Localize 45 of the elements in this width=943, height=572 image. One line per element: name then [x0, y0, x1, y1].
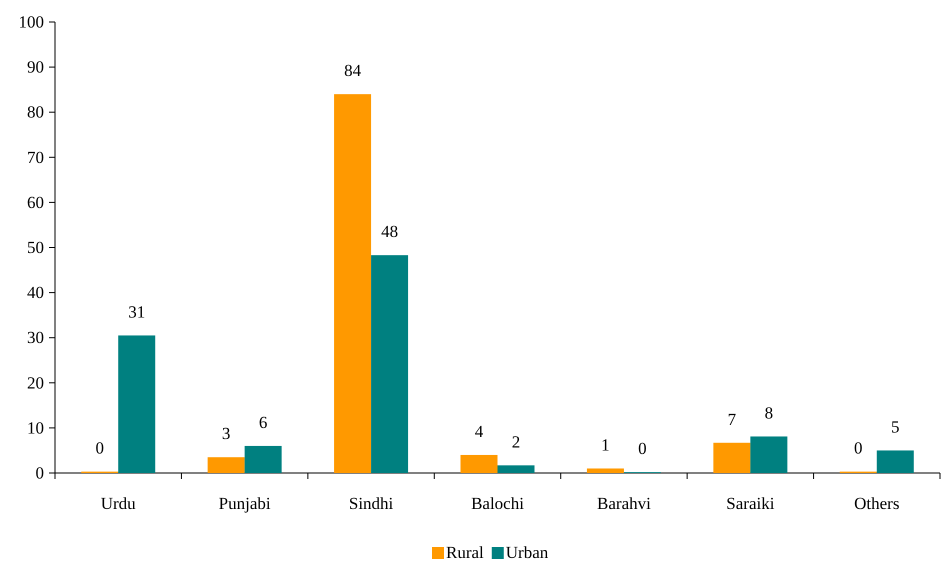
bar	[244, 446, 282, 473]
y-tick-label: 0	[36, 463, 44, 482]
x-tick-label: Saraiki	[726, 494, 775, 514]
y-tick-label: 10	[27, 418, 44, 438]
y-tick-label: 30	[27, 328, 44, 348]
data-label: 4	[474, 422, 484, 441]
y-tick-label: 90	[27, 58, 44, 77]
x-tick-label: Others	[854, 494, 900, 514]
data-label: 2	[512, 432, 520, 452]
data-label: 48	[381, 222, 398, 242]
bar	[208, 457, 245, 473]
data-label: 6	[258, 412, 268, 432]
data-label: 3	[222, 424, 230, 444]
x-tick-label: Balochi	[471, 494, 524, 514]
y-tick-label: 60	[27, 192, 44, 212]
x-tick-label: Urdu	[100, 494, 136, 514]
x-tick-label: Punjabi	[218, 494, 271, 514]
y-tick-label: 40	[27, 283, 44, 302]
y-tick-label: 70	[27, 148, 44, 167]
y-tick-label: 100	[18, 12, 44, 32]
bar	[460, 454, 498, 473]
y-tick-label: 20	[27, 373, 44, 392]
x-tick-label: Barahvi	[597, 494, 652, 514]
legend-label: Rural	[446, 543, 484, 562]
data-label: 1	[601, 435, 610, 454]
data-label: 7	[728, 410, 737, 429]
data-label: 0	[854, 438, 863, 458]
bar	[371, 255, 408, 473]
y-tick-label: 80	[27, 102, 44, 122]
bar	[876, 450, 914, 473]
x-tick-label: Sindhi	[348, 494, 394, 514]
bar	[713, 442, 750, 473]
data-label: 0	[638, 439, 647, 458]
bar	[118, 335, 156, 473]
data-label: 31	[128, 302, 146, 322]
data-label: 0	[95, 438, 104, 458]
bar	[750, 436, 788, 473]
y-tick-label: 50	[27, 238, 44, 257]
data-label: 8	[764, 403, 774, 422]
bar	[498, 465, 534, 473]
bar	[586, 468, 624, 473]
legend-label: Urban	[506, 543, 549, 562]
data-label: 84	[344, 61, 362, 80]
data-label: 5	[891, 417, 900, 436]
bar	[334, 94, 372, 473]
